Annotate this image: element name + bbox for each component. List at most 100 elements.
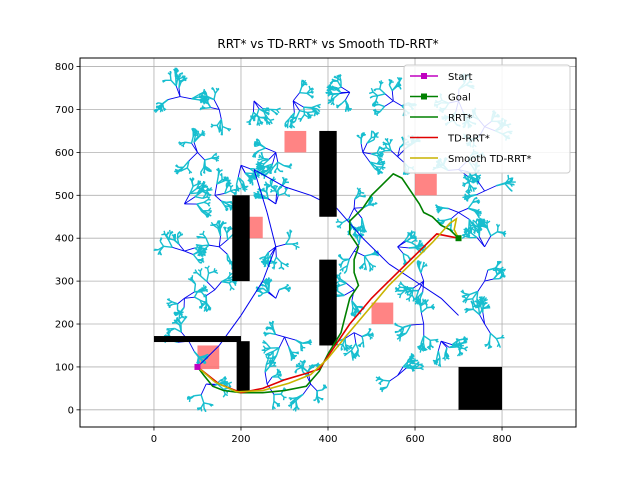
obstacles (153, 130, 503, 410)
tree-edge (316, 389, 323, 392)
tree-edge (445, 352, 449, 356)
tree-edge (235, 177, 239, 185)
tree-edge (248, 121, 251, 125)
tree-edge (261, 349, 266, 352)
tree-edge (373, 88, 377, 91)
tree-edge (461, 294, 465, 298)
tree-edge (261, 108, 267, 117)
tree-edge (287, 346, 292, 354)
tree-edge (348, 207, 355, 220)
tree-edge (368, 262, 373, 267)
tree-edge (263, 263, 266, 268)
tree-edge (253, 150, 260, 155)
tree-edge (277, 376, 282, 381)
tree-edge (423, 335, 431, 341)
tree-edge (160, 98, 169, 106)
tree-edge (282, 387, 286, 391)
tree-edge (196, 201, 205, 205)
tree-edge (184, 250, 194, 255)
tree-edge (221, 280, 230, 284)
tree-edge (213, 224, 219, 229)
tree-edge (471, 303, 475, 310)
tree-edge (163, 107, 167, 111)
tree-edge (258, 108, 264, 112)
tree-edge (413, 231, 416, 235)
tree-edge (414, 296, 419, 300)
tree-edge (200, 182, 204, 186)
tree-edge (466, 195, 471, 198)
tree-edge (495, 270, 498, 275)
tree-edge (353, 243, 360, 252)
tree-edge (266, 332, 270, 336)
tree-edge (497, 224, 501, 228)
legend-label: Start (448, 72, 473, 83)
tree-edge (468, 207, 475, 211)
tree-edge (284, 336, 289, 347)
tree-edge (217, 228, 222, 237)
tree-edge (167, 237, 171, 240)
tree-edge (407, 231, 410, 234)
tree-edge (227, 276, 232, 280)
tree-trunk-edge (414, 280, 442, 299)
tree-edge (356, 225, 363, 230)
tree-edge (266, 192, 269, 199)
tree-edge (420, 307, 428, 313)
tree-edge (316, 104, 321, 109)
tree-edge (267, 284, 271, 292)
tree-edge (223, 176, 226, 179)
tree-edge (444, 347, 448, 354)
tree-edge (169, 303, 174, 307)
tree-edge (226, 229, 230, 234)
tree-edge (176, 238, 180, 245)
tree-edge (388, 79, 391, 82)
tree-edge (258, 290, 264, 294)
tree-edge (476, 181, 479, 185)
tree-edge (299, 360, 303, 363)
tree-edge (420, 365, 424, 369)
tree-edge (208, 270, 215, 274)
tree-edge (393, 100, 403, 107)
tree-edge (265, 347, 271, 352)
tree-edge (268, 326, 274, 330)
tree-edge (178, 87, 181, 97)
tree-edge (379, 83, 382, 90)
tree-edge (233, 191, 238, 194)
tree-edge (263, 331, 267, 334)
tree-edge (207, 196, 211, 200)
tree-edge (204, 266, 208, 269)
tree-edge (292, 242, 297, 245)
tree-edge (287, 289, 291, 292)
tree-edge (474, 230, 479, 233)
tree-edge (205, 106, 211, 109)
tree-edge (486, 220, 491, 224)
tree-edge (223, 205, 227, 209)
tree-trunk-edge (440, 297, 459, 316)
tree-edge (280, 261, 286, 266)
tree-edge (346, 349, 352, 355)
tree-edge (458, 338, 464, 341)
tree-edge (180, 79, 185, 83)
tree-edge (353, 199, 356, 209)
tree-edge (384, 100, 394, 107)
tree-edge (261, 260, 265, 263)
tree-edge (166, 231, 170, 236)
tree-edge (339, 256, 344, 260)
tree-edge (230, 190, 235, 194)
tree-edge (274, 190, 279, 196)
tree-edge (280, 393, 285, 398)
tree-edge (339, 91, 350, 95)
tree-edge (215, 87, 219, 91)
tree-edge (355, 343, 359, 350)
tree-edge (353, 332, 363, 337)
tree-edge (256, 141, 261, 145)
tree-edge (323, 384, 327, 388)
tree-edge (196, 203, 204, 212)
tree-edge (277, 187, 281, 191)
tree-edge (464, 227, 468, 232)
tree-edge (288, 403, 292, 408)
tree-edge (353, 313, 357, 318)
tree-edge (408, 232, 411, 235)
tree-edge (233, 282, 237, 287)
tree-edge (211, 87, 215, 91)
tree-edge (437, 350, 441, 359)
